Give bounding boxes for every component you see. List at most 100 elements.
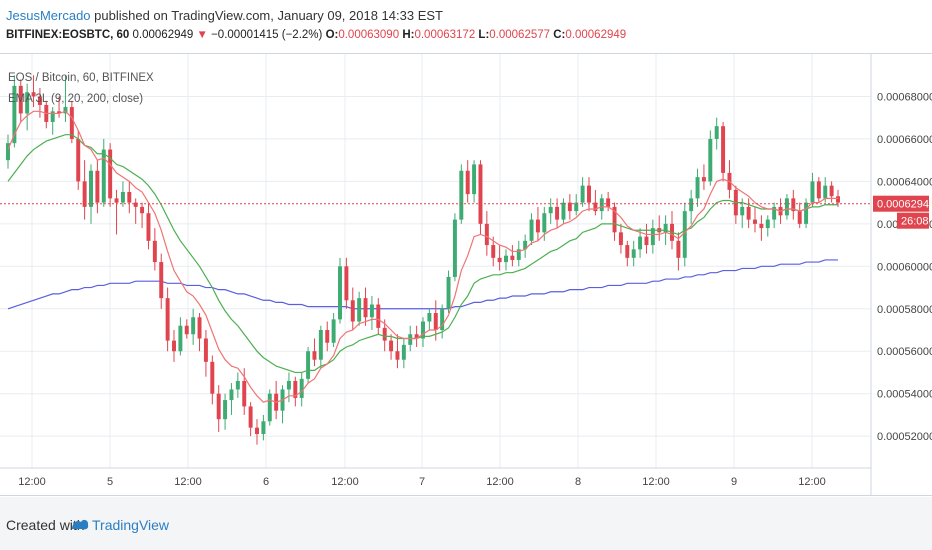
candle: [108, 143, 113, 207]
candle: [229, 383, 234, 415]
candle-body: [95, 170, 100, 203]
x-tick-label: 12:00: [486, 476, 514, 488]
candle-body: [823, 185, 828, 199]
candle-body: [472, 164, 477, 195]
candle: [670, 211, 674, 250]
candle: [714, 117, 719, 150]
candle: [791, 189, 796, 220]
candle: [816, 177, 821, 203]
candle-body: [261, 421, 266, 435]
candle: [31, 75, 36, 108]
candle-body: [216, 393, 221, 420]
candle: [504, 249, 508, 271]
high-label: H:: [402, 29, 415, 41]
svg-text:0.00062949: 0.00062949: [877, 199, 932, 211]
candle-body: [618, 232, 623, 246]
candle: [25, 83, 30, 131]
candle-body: [663, 223, 668, 233]
candle-body: [152, 240, 157, 263]
candle: [446, 270, 451, 314]
candle-body: [197, 317, 202, 339]
candle-body: [740, 206, 745, 216]
candle: [95, 160, 100, 214]
candle-body: [293, 380, 298, 398]
candle: [146, 202, 151, 250]
candle-body: [248, 406, 253, 428]
y-tick-label: 0.00058000: [877, 304, 932, 316]
candle: [561, 198, 566, 224]
publish-line: JesusMercado published on TradingView.co…: [6, 8, 443, 23]
candle: [165, 287, 170, 352]
candle-body: [306, 351, 311, 379]
candle: [306, 346, 311, 384]
x-tick-label: 12:00: [798, 476, 826, 488]
candle-body: [357, 298, 362, 322]
candle: [472, 160, 477, 203]
candle-body: [599, 198, 604, 212]
candle: [459, 164, 464, 224]
candle-body: [695, 177, 700, 199]
candle: [101, 138, 106, 207]
candle-body: [631, 249, 636, 258]
candle: [357, 291, 362, 326]
candle: [829, 181, 834, 203]
candle: [612, 202, 617, 241]
candle: [516, 240, 521, 267]
candle: [267, 389, 272, 426]
candle-body: [172, 340, 176, 352]
candle: [580, 177, 585, 207]
x-axis-ticks: 12:00 5 12:00 6 12:00 7 12:00 8 12:00 9 12:00: [18, 476, 826, 488]
author-link[interactable]: JesusMercado: [6, 8, 91, 23]
candle: [376, 298, 381, 335]
candle: [178, 317, 183, 356]
candle-body: [791, 198, 796, 212]
candle: [593, 189, 598, 216]
candle-body: [389, 340, 394, 352]
candle-body: [57, 111, 62, 114]
candle-body: [612, 206, 617, 233]
candle-body: [804, 202, 809, 224]
candle-body: [146, 213, 151, 241]
candle: [753, 206, 757, 233]
candle: [210, 355, 215, 405]
candle-body: [452, 219, 457, 277]
price-chart[interactable]: 12:00 5 12:00 6 12:00 7 12:00 8 12:00 9 12:00 0.00…: [0, 54, 932, 496]
candle-body: [18, 85, 23, 114]
candle-body: [12, 85, 17, 144]
candle: [63, 75, 68, 122]
candle-body: [689, 198, 694, 212]
open-value: 0.00063090: [338, 29, 400, 41]
candle: [638, 228, 643, 258]
candle-body: [535, 219, 540, 233]
candle-body: [120, 192, 125, 203]
candle: [465, 160, 470, 203]
tradingview-brand[interactable]: TradingView: [92, 517, 170, 533]
candle-body: [721, 126, 726, 173]
candle-body: [836, 196, 840, 203]
candle-body: [555, 206, 560, 220]
candle-body: [255, 427, 259, 435]
candle: [644, 223, 649, 254]
candle-body: [421, 321, 425, 339]
x-tick-label: 5: [107, 476, 113, 488]
candles: [6, 75, 840, 445]
candle-body: [829, 185, 834, 197]
candle-body: [465, 170, 470, 195]
candle: [331, 313, 336, 347]
down-arrow-icon: ▼: [196, 29, 208, 41]
candle-body: [229, 389, 234, 401]
candle: [325, 321, 330, 352]
candle: [497, 245, 502, 271]
candle-body: [89, 170, 93, 207]
candle-body: [491, 245, 496, 258]
candle-body: [312, 351, 317, 360]
candle: [701, 164, 706, 190]
candle-body: [574, 202, 579, 212]
candle-body: [567, 202, 572, 212]
candle: [172, 330, 176, 362]
candle-body: [708, 138, 713, 182]
candle-body: [753, 219, 757, 224]
y-axis-ticks: 0.00052000 0.00054000 0.00056000 0.00058000…: [877, 91, 932, 443]
candle: [567, 194, 572, 220]
candle: [606, 192, 611, 212]
